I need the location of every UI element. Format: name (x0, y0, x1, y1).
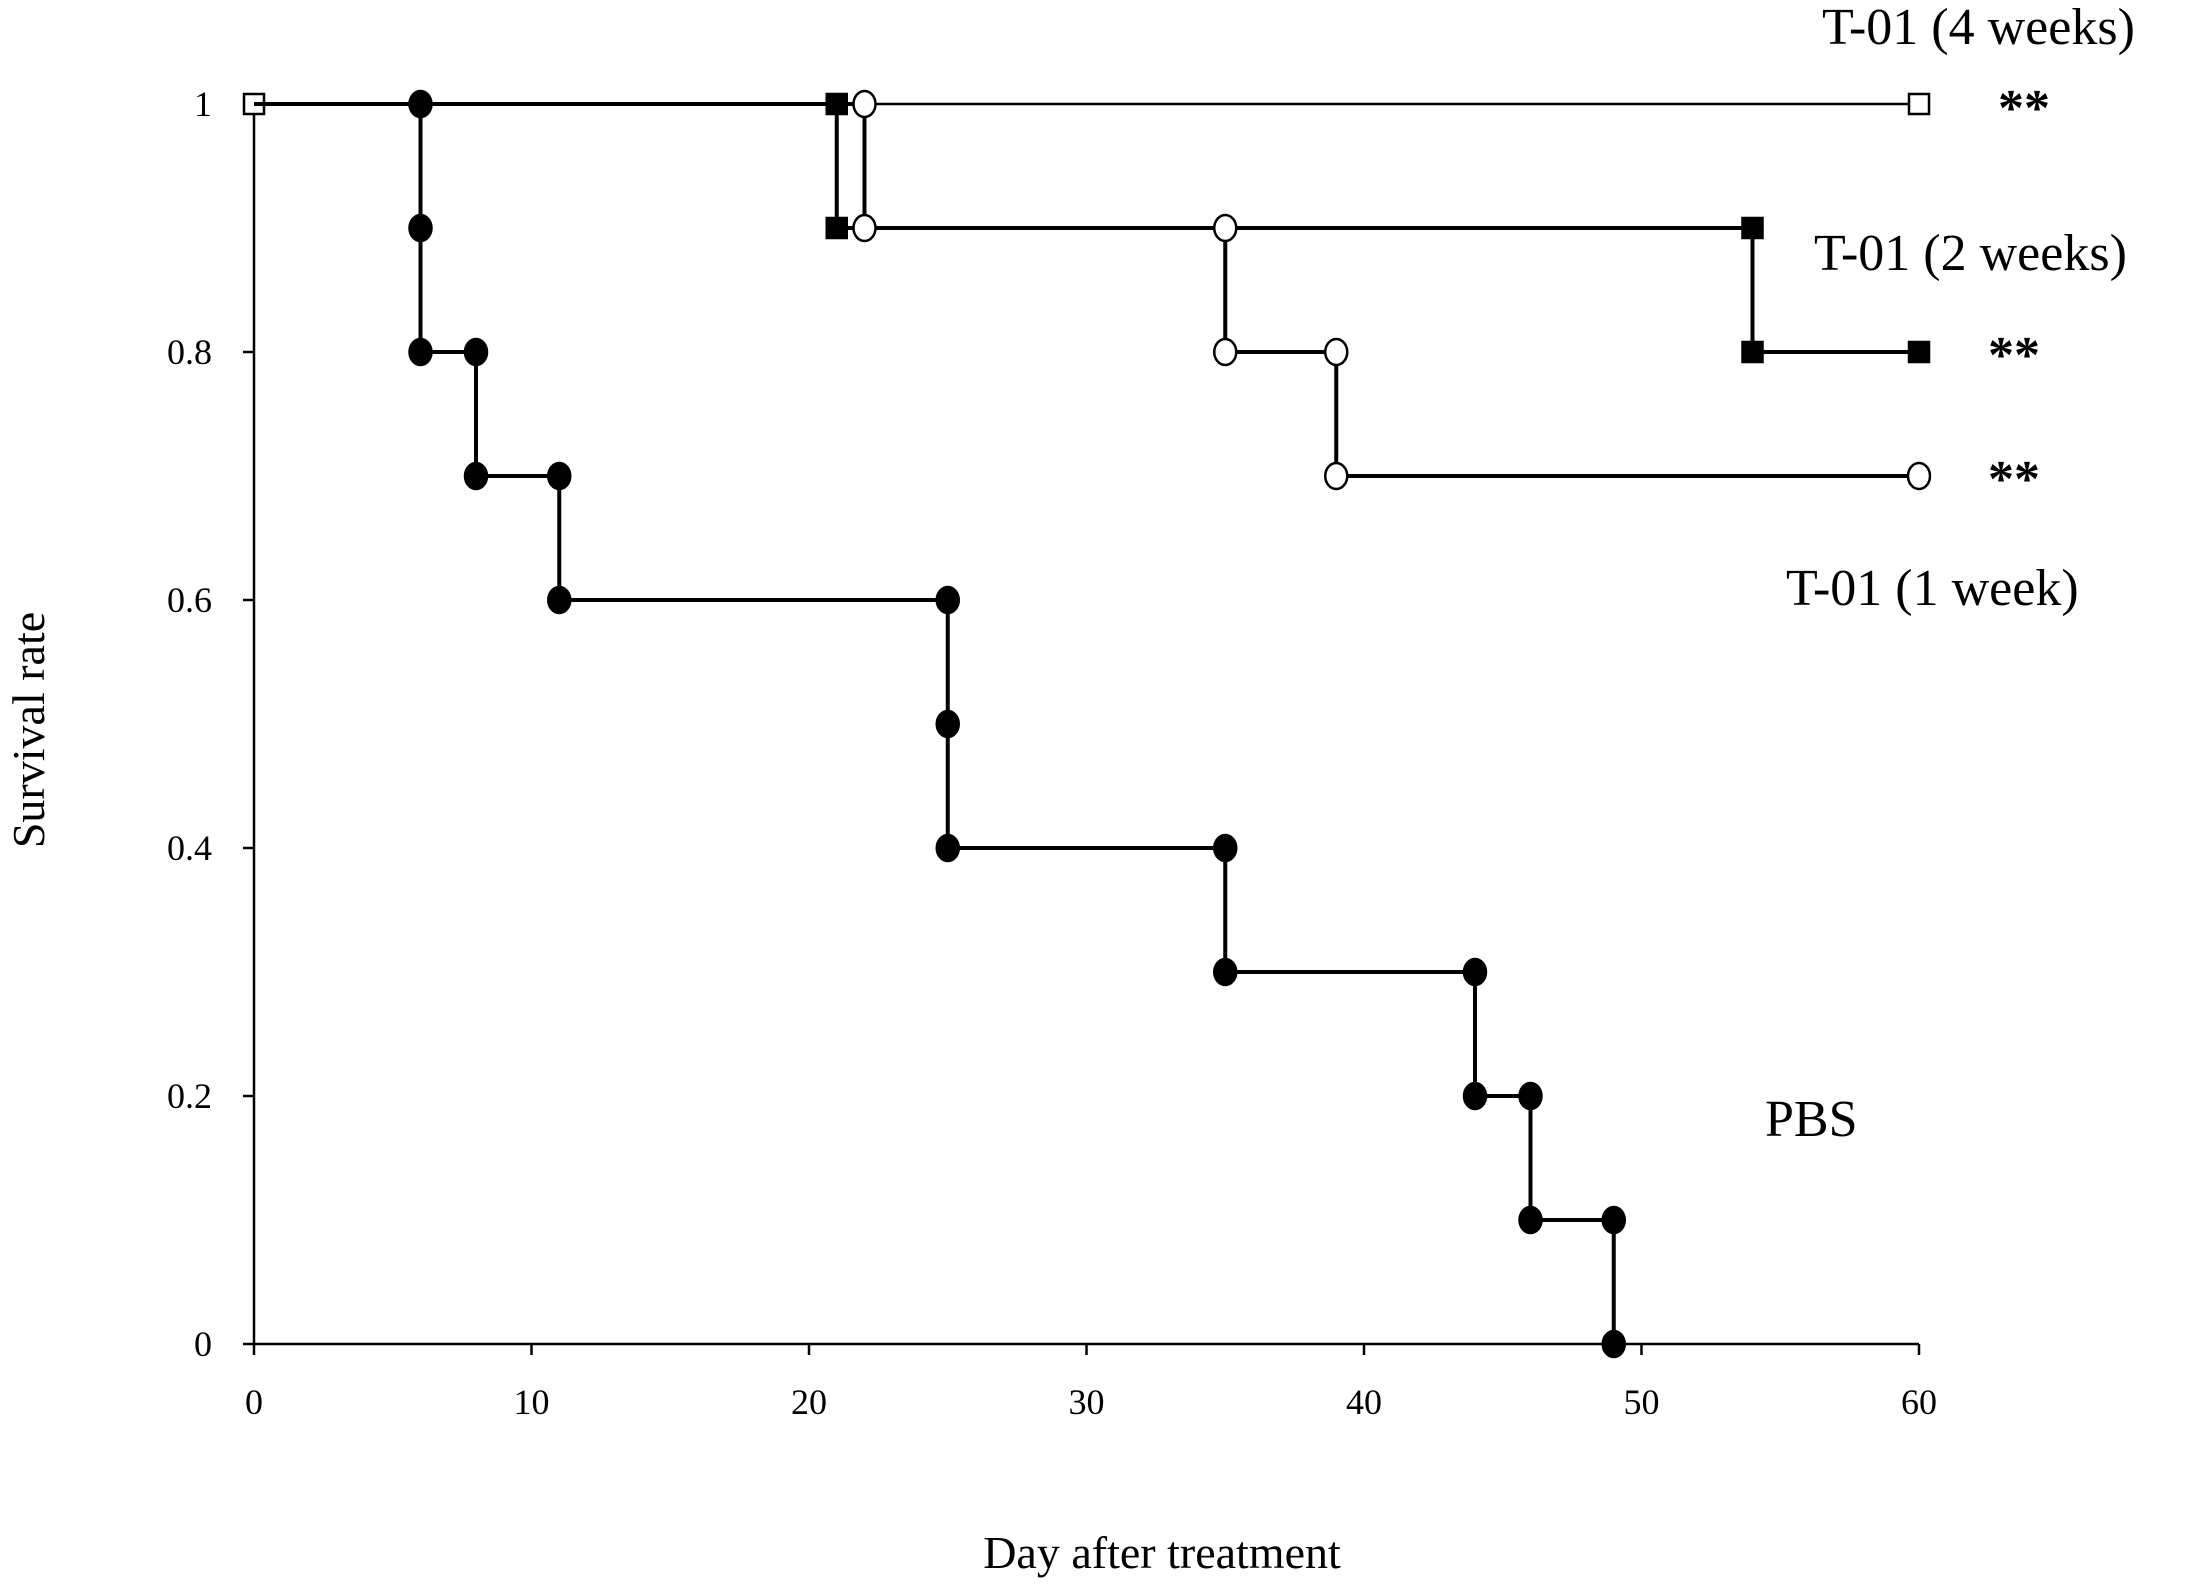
data-point (935, 709, 960, 739)
data-point (825, 216, 848, 240)
data-point (1462, 1081, 1488, 1111)
data-point (852, 89, 877, 119)
x-axis-title: Day after treatment (983, 1527, 1341, 1578)
data-point (1324, 337, 1349, 367)
data-point (408, 337, 433, 367)
y-tick-label: 0.2 (167, 1076, 212, 1116)
sig-t01-2weeks: ** (1988, 327, 2040, 384)
x-tick-label: 30 (1069, 1382, 1105, 1422)
data-point (1907, 340, 1931, 364)
data-point (1213, 213, 1238, 243)
data-point (463, 461, 489, 491)
series-layer (242, 89, 1932, 1359)
x-tick-label: 40 (1346, 1382, 1382, 1422)
data-point (1518, 1081, 1543, 1111)
y-tick-label: 1 (194, 84, 212, 124)
data-point (1213, 337, 1238, 367)
data-point (852, 213, 877, 243)
x-tick-label: 20 (791, 1382, 827, 1422)
sig-t01-1week: ** (1988, 451, 2040, 508)
label-t01-2weeks: T-01 (2 weeks) (1814, 225, 2127, 282)
data-point (1213, 957, 1238, 987)
series-t-01-1-week (254, 89, 1932, 491)
y-tick-label: 0 (194, 1324, 212, 1364)
series-pbs (254, 89, 1626, 1359)
data-point (547, 461, 572, 491)
x-tick-label: 0 (245, 1382, 263, 1422)
data-point (935, 833, 960, 863)
data-point (1907, 92, 1931, 116)
data-point (1741, 340, 1764, 364)
x-tick-label: 60 (1901, 1382, 1937, 1422)
x-tick-label: 10 (514, 1382, 550, 1422)
data-point (1741, 216, 1764, 240)
label-t01-1week: T-01 (1 week) (1786, 560, 2079, 617)
data-point (1462, 957, 1488, 987)
data-point (1213, 833, 1238, 863)
data-point (1601, 1205, 1626, 1235)
data-point (1324, 461, 1349, 491)
series-line (254, 102, 1919, 478)
data-point (935, 585, 960, 615)
data-point (1518, 1205, 1543, 1235)
data-point (1601, 1329, 1626, 1359)
x-tick-label: 50 (1624, 1382, 1660, 1422)
data-point (463, 337, 489, 367)
data-point (1906, 461, 1932, 491)
series-line (254, 102, 1616, 1344)
y-tick-label: 0.6 (167, 580, 212, 620)
y-tick-label: 0.4 (167, 828, 212, 868)
axes: 0 10 20 30 40 50 60 0 0.2 0.4 0.6 0.8 1 (167, 84, 1937, 1422)
y-axis-title: Survival rate (3, 612, 54, 848)
data-point (408, 213, 433, 243)
label-pbs: PBS (1765, 1091, 1858, 1148)
data-point (408, 89, 433, 119)
sig-t01-4weeks: ** (1998, 80, 2050, 137)
label-t01-4weeks: T-01 (4 weeks) (1822, 0, 2135, 56)
data-point (547, 585, 572, 615)
y-tick-label: 0.8 (167, 332, 212, 372)
